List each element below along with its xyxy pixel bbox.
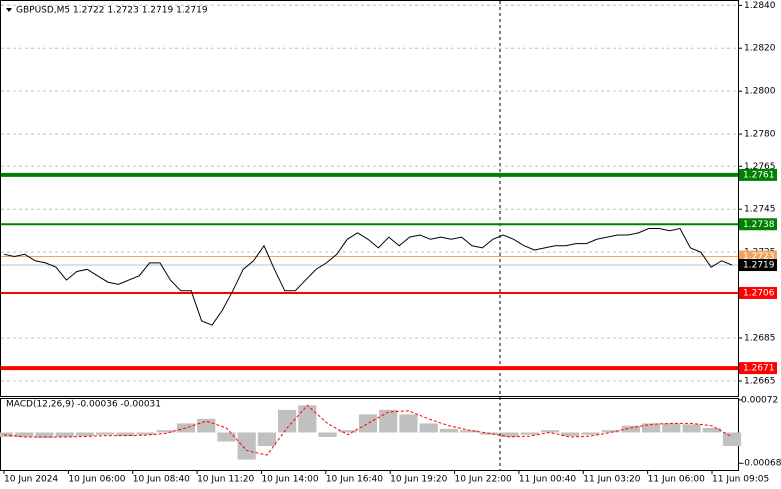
level-tag	[739, 286, 777, 299]
x-tick-label: 10 Jun 22:00	[455, 475, 512, 485]
price-line	[3, 227, 733, 326]
x-tick-label: 10 Jun 11:20	[197, 475, 254, 485]
y-tick-label: 1.2800	[744, 87, 776, 97]
macd-bar	[419, 423, 438, 433]
macd-bar	[520, 432, 539, 435]
level-label: 1.2761	[743, 170, 775, 180]
macd-bar	[318, 432, 337, 437]
x-tick-label: 10 Jun 16:40	[326, 475, 383, 485]
x-tick-label: 10 Jun 14:00	[261, 475, 318, 485]
macd-bar	[601, 430, 620, 433]
macd-bar	[116, 432, 135, 437]
macd-bar	[399, 414, 418, 433]
macd-bar	[561, 432, 580, 437]
macd-bar	[722, 432, 742, 447]
y-tick-label: 1.2820	[744, 44, 776, 54]
y2-tick-label: 0.00072	[741, 395, 778, 405]
y-tick-label: 1.2765	[744, 162, 776, 172]
macd-bar	[237, 432, 256, 460]
macd-bar	[96, 432, 115, 435]
macd-bar	[439, 428, 458, 433]
macd-bar	[197, 418, 216, 433]
level-tag	[739, 362, 777, 375]
level-label: 1.2706	[743, 288, 775, 298]
y-tick-label: 1.2745	[744, 205, 776, 215]
level-tag	[739, 218, 777, 231]
main-frame	[0, 0, 739, 397]
macd-bar	[217, 432, 236, 442]
level-label: 1.2738	[743, 220, 775, 230]
y-tick-label: 1.2685	[744, 334, 776, 344]
level-tag	[739, 259, 777, 272]
x-tick-label: 11 Jun 03:20	[583, 475, 640, 485]
macd-bar	[702, 427, 721, 433]
y-tick-label: 1.2665	[744, 376, 776, 386]
x-tick-label: 10 Jun 08:40	[133, 475, 190, 485]
menu-arrow	[6, 8, 12, 12]
macd-bar	[682, 424, 701, 433]
macd-bar	[500, 432, 519, 437]
macd-bar	[358, 414, 378, 433]
x-tick-label: 11 Jun 06:00	[648, 475, 705, 485]
level-label: 1.2671	[743, 364, 775, 374]
macd-bar	[621, 425, 640, 433]
x-tick-label: 11 Jun 00:40	[519, 475, 576, 485]
x-tick-label: 10 Jun 06:00	[68, 475, 125, 485]
x-tick-label: 11 Jun 09:05	[712, 475, 769, 485]
macd-bar	[15, 432, 34, 437]
macd-bar	[338, 430, 357, 433]
macd-bar	[156, 430, 175, 433]
macd-bar	[642, 423, 661, 433]
macd-bar	[257, 432, 276, 447]
macd-bar	[278, 409, 297, 433]
macd-bar	[136, 432, 155, 435]
chart-title: GBPUSD,M5 1.2722 1.2723 1.2719 1.2719	[16, 6, 208, 16]
x-tick-label: 10 Jun 2024	[4, 475, 58, 485]
macd-bar	[75, 432, 94, 437]
macd-bar	[662, 423, 681, 433]
x-tick-label: 10 Jun 19:20	[390, 475, 447, 485]
macd-bar	[581, 432, 600, 435]
macd-label: MACD(12,26,9) -0.00036 -0.00031	[6, 400, 161, 410]
y-tick-label: 1.2780	[744, 130, 776, 140]
macd-bar	[379, 409, 398, 433]
macd-signal	[3, 404, 733, 456]
macd-bar	[298, 405, 317, 433]
level-label: 1.2719	[743, 261, 775, 271]
macd-bar	[540, 430, 560, 433]
level-label: 1.2723	[743, 252, 775, 262]
macd-bar	[35, 432, 54, 438]
macd-bar	[55, 432, 74, 437]
macd-bar	[460, 430, 479, 433]
level-tag	[739, 168, 777, 181]
y-tick-label: 1.2840	[744, 1, 776, 11]
y2-tick-label: -0.00068	[741, 459, 781, 469]
